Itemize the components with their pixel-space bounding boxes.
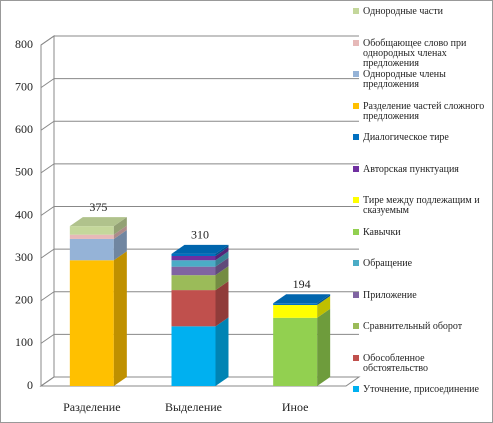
bar-segment (69, 260, 114, 386)
y-tick-label: 800 (15, 37, 33, 51)
bar-side (215, 257, 229, 276)
legend-label: Диалогическое тире (363, 132, 449, 143)
bar-top (69, 217, 127, 227)
y-tick-label: 300 (15, 250, 33, 264)
total-label: 375 (89, 200, 107, 214)
y-tick-label: 100 (15, 335, 33, 349)
bar-segment (273, 303, 318, 306)
bar-side (113, 251, 127, 386)
legend-label: Авторская пунктуация (363, 163, 459, 175)
bar-side (215, 246, 229, 261)
grid-line-side (40, 35, 55, 46)
bar-segment (171, 275, 216, 291)
legend-swatch (353, 71, 359, 77)
legend-label: Сравнительный оборот (363, 321, 463, 332)
legend-item: Обращение (353, 259, 491, 269)
bar-segment (69, 238, 114, 261)
legend-swatch (353, 134, 359, 140)
legend-label: Кавычки (363, 226, 401, 238)
bar-side (113, 225, 127, 239)
legend-item: Кавычки (353, 226, 491, 238)
total-label: 194 (293, 277, 311, 291)
bar-side (215, 266, 229, 291)
bar-top (273, 294, 331, 304)
legend-item: Диалогическое тире (353, 133, 491, 143)
bar-segment (69, 234, 114, 239)
bar-segment (171, 260, 216, 267)
bar-segment (171, 255, 216, 261)
x-tick-label: Разделение (63, 400, 120, 414)
legend-swatch (353, 8, 359, 14)
x-tick-label: Иное (282, 400, 309, 414)
legend-item: Обобщающее слово при однородных членах п… (353, 37, 491, 69)
bar-top (171, 244, 229, 254)
bar-segment (273, 317, 318, 386)
legend-label: Обобщающее слово при однородных членах п… (363, 37, 467, 69)
legend-item: Обособленное обстоятельство (353, 352, 491, 374)
y-tick-label: 500 (15, 165, 33, 179)
legend-item: Приложение (353, 289, 491, 301)
bar-side (215, 251, 229, 267)
legend-label: Приложение (363, 289, 417, 301)
legend-item: Разделение частей сложного предложения (353, 100, 491, 122)
grid-line-side (40, 333, 55, 344)
grid-line-side (40, 163, 55, 174)
legend-label: Однородные части (363, 6, 443, 17)
legend-swatch (353, 165, 359, 172)
bar-side (317, 296, 331, 318)
legend-swatch (353, 291, 359, 298)
legend-item: Уточнение, присоединение (353, 385, 491, 395)
bar-segment (273, 305, 318, 318)
legend-item: Авторская пунктуация (353, 163, 491, 175)
y-tick-label: 0 (27, 378, 33, 392)
grid-line-side (40, 376, 55, 387)
legend-label: Обращение (363, 258, 413, 269)
y-tick-label: 600 (15, 122, 33, 136)
legend-label: Уточнение, присоединение (363, 384, 479, 395)
legend-item: Однородные члены предложения (353, 70, 491, 90)
total-label: 310 (191, 228, 209, 242)
bar-side (215, 281, 229, 327)
legend-swatch (353, 39, 359, 46)
legend-swatch (353, 228, 359, 235)
legend-swatch (353, 102, 359, 109)
legend-label: Обособленное обстоятельство (363, 352, 428, 374)
bar-segment (171, 253, 216, 256)
grid-line-side (40, 248, 55, 259)
bar-segment (69, 226, 114, 235)
y-tick-label: 700 (15, 79, 33, 93)
y-tick-label: 400 (15, 207, 33, 221)
legend-swatch (353, 354, 359, 361)
bar-segment (171, 266, 216, 276)
legend-swatch (353, 386, 359, 392)
grid-line-side (40, 206, 55, 216)
legend-item: Сравнительный оборот (353, 322, 491, 332)
bar-side (317, 308, 331, 386)
bar-side (215, 317, 229, 386)
x-tick-label: Выделение (165, 400, 222, 414)
legend-swatch (353, 323, 359, 329)
legend-item: Однородные части (353, 7, 491, 17)
bar-segment (171, 326, 216, 386)
legend-label: Разделение частей сложного предложения (363, 100, 485, 122)
grid-line-side (40, 120, 55, 131)
bar-segment (171, 290, 216, 327)
bar-side (215, 244, 229, 256)
legend-swatch (353, 260, 359, 266)
bar-side (317, 294, 331, 306)
grid-line-side (40, 78, 55, 89)
bar-side (113, 217, 127, 235)
legend-label: Однородные члены предложения (363, 69, 446, 90)
grid-line-side (40, 291, 55, 302)
legend-label: Тире между подлежащим и сказуемым (363, 195, 480, 216)
y-tick-label: 200 (15, 293, 33, 307)
legend-swatch (353, 197, 359, 203)
legend-item: Тире между подлежащим и сказуемым (353, 196, 491, 216)
bar-side (113, 229, 127, 261)
